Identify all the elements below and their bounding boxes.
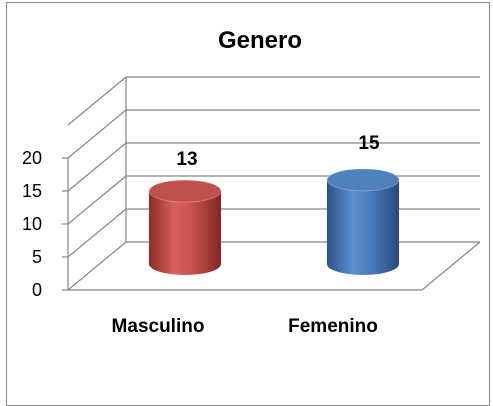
y-axis-ticks: 0 5 10 15 20 [22, 148, 68, 300]
chart-gridlines [67, 76, 480, 291]
chart-bars [148, 168, 400, 275]
bar-masculino [148, 179, 222, 275]
gridline-side [67, 175, 127, 225]
data-label: 13 [176, 149, 197, 170]
bar-body [327, 179, 399, 275]
gridline-side [67, 241, 127, 291]
y-tick-label: 10 [22, 214, 42, 234]
gridline-side [67, 208, 127, 258]
category-label: Femenino [288, 316, 378, 337]
gridline-side [67, 109, 127, 159]
chart-title: Genero [218, 27, 302, 54]
bar-top [326, 168, 400, 192]
bar-top [148, 179, 222, 203]
gridline-side [67, 76, 127, 126]
chart-frame [6, 2, 490, 406]
y-tick-label: 20 [22, 148, 42, 168]
data-labels: 13 15 [176, 133, 380, 170]
bar-body [149, 191, 221, 275]
data-label: 15 [358, 133, 380, 154]
gridline-side [67, 142, 127, 192]
chart-walls [67, 77, 481, 291]
y-tick-label: 0 [32, 280, 42, 300]
bar-femenino [326, 168, 400, 275]
category-label: Masculino [112, 316, 205, 337]
category-labels: Masculino Femenino [112, 316, 378, 337]
y-tick-label: 5 [32, 247, 42, 267]
floor-right-edge [421, 241, 481, 291]
y-tick-label: 15 [22, 181, 42, 201]
